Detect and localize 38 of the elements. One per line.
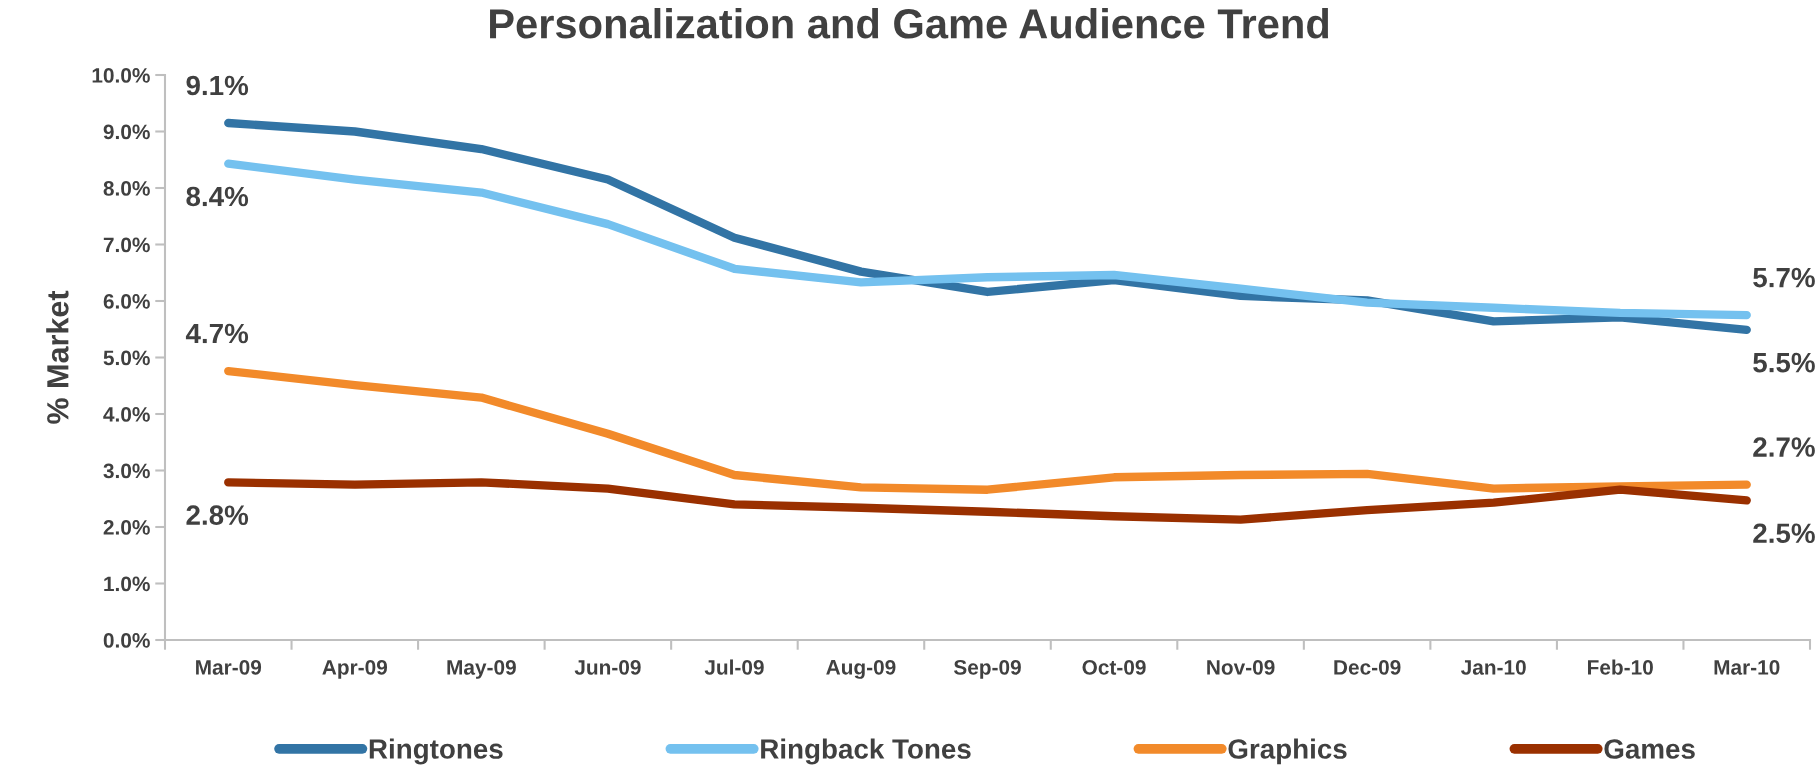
chart-title: Personalization and Game Audience Trend [490,8,1329,39]
annotation: 2.8% [186,505,249,525]
y-tick-label: 6.0% [103,294,150,309]
legend-label: Games [1604,739,1695,759]
x-tick-label: Sep-09 [953,659,1021,679]
legend-label: Ringtones [369,738,503,765]
x-tick-label: Jun-09 [574,659,641,675]
x-tick-label: Dec-09 [1334,659,1401,675]
y-tick-label: 10.0% [92,68,150,83]
annotation: 9.1% [186,75,249,96]
x-tick-label: Mar-10 [1714,659,1780,675]
annotation: 5.7% [1753,267,1815,288]
y-tick-label: 3.0% [103,463,150,479]
annotation: 4.7% [185,323,249,344]
y-axis-title: % Market [46,290,69,424]
annotation: 5.5% [1753,352,1815,373]
y-tick-label: 8.0% [103,181,150,196]
x-tick-label: May-09 [447,659,516,679]
x-tick-label: Jul-09 [704,659,764,675]
y-tick-label: 1.0% [104,576,150,592]
y-tick-label: 9.0% [103,124,150,140]
annotation: 8.4% [186,186,249,207]
annotation: 2.5% [1753,523,1815,544]
y-tick-label: 0.0% [103,633,150,648]
x-tick-label: Jan-10 [1460,659,1526,675]
x-tick-label: Apr-09 [322,659,388,679]
y-tick-label: 5.0% [103,350,150,366]
annotation: 2.7% [1753,437,1815,457]
y-tick-label: 7.0% [103,237,150,253]
x-tick-label: Aug-09 [826,659,896,679]
x-tick-label: Mar-09 [196,659,262,675]
y-tick-label: 4.0% [103,407,150,422]
x-tick-label: Feb-10 [1588,659,1653,675]
x-tick-label: Nov-09 [1207,659,1275,675]
x-tick-label: Oct-09 [1082,659,1146,675]
legend-label: Graphics [1228,738,1347,765]
y-tick-label: 2.0% [103,520,150,535]
legend-label: Ringback Tones [761,738,971,765]
